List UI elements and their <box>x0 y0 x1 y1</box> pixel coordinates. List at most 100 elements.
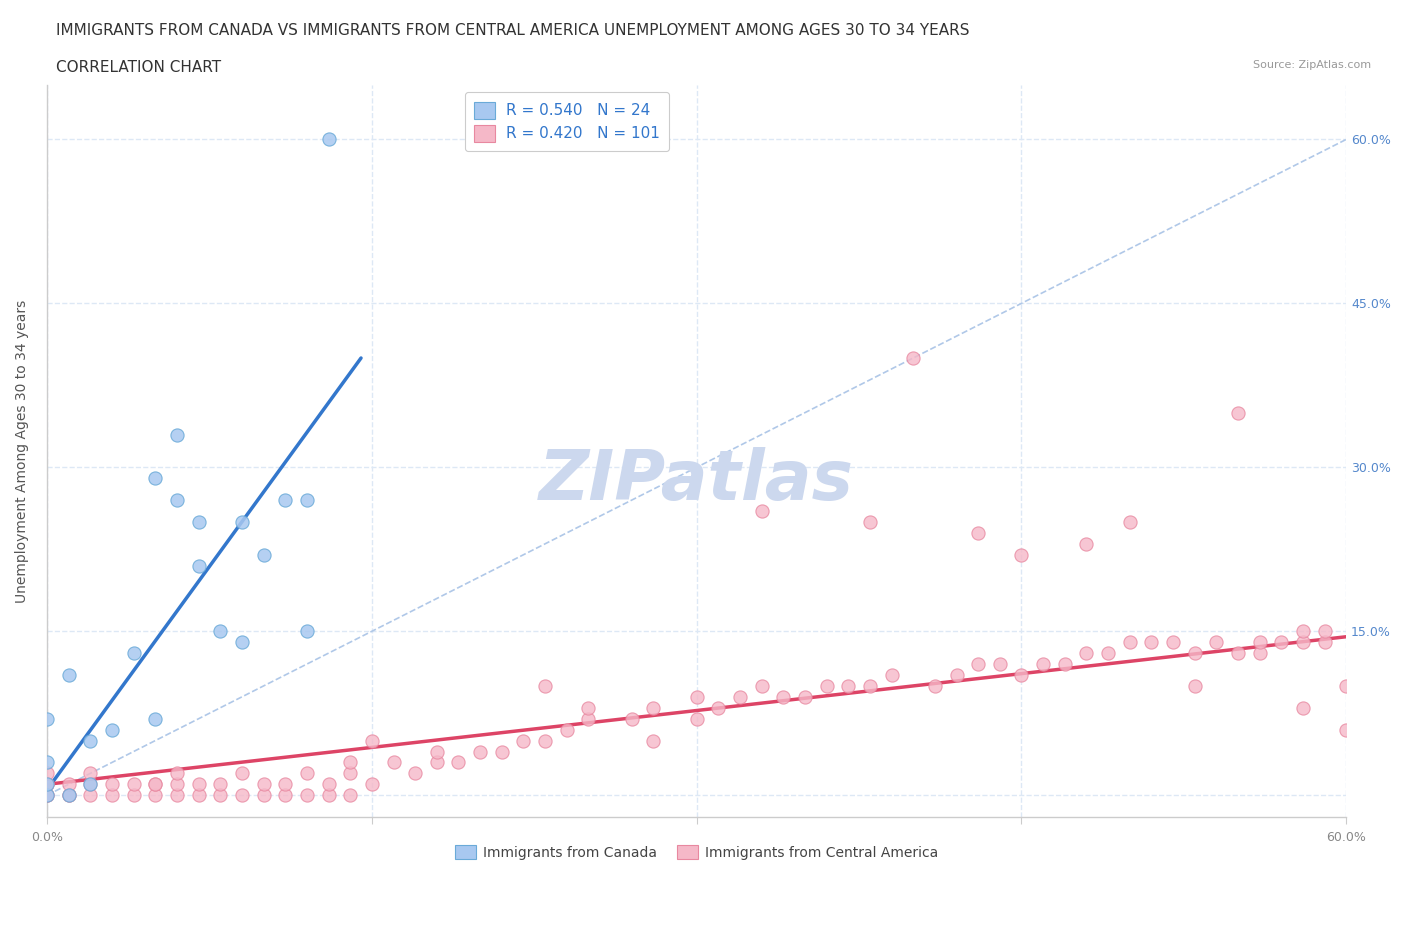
Point <box>143 711 166 726</box>
Point <box>815 679 838 694</box>
Point <box>1249 645 1271 660</box>
Point <box>967 657 990 671</box>
Point <box>143 777 166 791</box>
Point <box>252 777 274 791</box>
Point <box>447 755 470 770</box>
Point <box>685 689 707 704</box>
Point <box>295 766 318 781</box>
Point <box>880 668 903 683</box>
Point <box>143 788 166 803</box>
Point <box>404 766 426 781</box>
Point <box>1227 405 1250 420</box>
Point <box>967 525 990 540</box>
Point <box>101 723 124 737</box>
Point <box>382 755 405 770</box>
Point <box>901 351 924 365</box>
Point <box>643 733 665 748</box>
Point <box>295 493 318 508</box>
Point <box>58 668 80 683</box>
Point <box>101 788 124 803</box>
Point <box>295 788 318 803</box>
Point <box>360 733 382 748</box>
Point <box>35 788 58 803</box>
Point <box>1097 645 1119 660</box>
Point <box>1119 514 1142 529</box>
Point <box>576 711 599 726</box>
Point <box>1184 679 1206 694</box>
Point <box>35 766 58 781</box>
Point <box>1227 645 1250 660</box>
Point <box>534 733 557 748</box>
Point <box>209 777 232 791</box>
Point <box>166 777 188 791</box>
Text: ZIPatlas: ZIPatlas <box>538 446 855 513</box>
Point <box>209 788 232 803</box>
Point <box>318 788 340 803</box>
Point <box>1336 723 1358 737</box>
Point <box>143 777 166 791</box>
Point <box>209 624 232 639</box>
Point <box>231 514 253 529</box>
Point <box>252 788 274 803</box>
Point <box>512 733 534 748</box>
Point <box>339 755 361 770</box>
Point <box>35 788 58 803</box>
Point <box>35 788 58 803</box>
Point <box>426 744 449 759</box>
Point <box>274 788 297 803</box>
Point <box>491 744 513 759</box>
Point <box>79 777 101 791</box>
Point <box>772 689 794 704</box>
Point <box>231 788 253 803</box>
Point <box>295 624 318 639</box>
Point <box>101 777 124 791</box>
Point <box>1140 635 1163 650</box>
Point <box>1313 624 1336 639</box>
Point <box>576 700 599 715</box>
Point <box>79 777 101 791</box>
Point <box>1292 635 1315 650</box>
Point <box>1292 700 1315 715</box>
Point <box>166 493 188 508</box>
Point <box>924 679 946 694</box>
Text: Source: ZipAtlas.com: Source: ZipAtlas.com <box>1253 60 1371 71</box>
Point <box>339 788 361 803</box>
Point <box>1336 679 1358 694</box>
Point <box>166 766 188 781</box>
Point <box>79 766 101 781</box>
Point <box>274 777 297 791</box>
Point <box>1119 635 1142 650</box>
Point <box>1292 624 1315 639</box>
Point <box>122 777 145 791</box>
Point <box>620 711 643 726</box>
Point <box>837 679 859 694</box>
Point <box>555 723 578 737</box>
Point <box>945 668 967 683</box>
Legend: Immigrants from Canada, Immigrants from Central America: Immigrants from Canada, Immigrants from … <box>450 839 943 865</box>
Point <box>1313 635 1336 650</box>
Point <box>1076 645 1098 660</box>
Point <box>187 558 209 573</box>
Point <box>728 689 751 704</box>
Point <box>988 657 1011 671</box>
Point <box>1053 657 1076 671</box>
Point <box>58 788 80 803</box>
Y-axis label: Unemployment Among Ages 30 to 34 years: Unemployment Among Ages 30 to 34 years <box>15 299 30 603</box>
Point <box>35 777 58 791</box>
Point <box>859 514 882 529</box>
Point <box>643 700 665 715</box>
Point <box>35 777 58 791</box>
Point <box>166 427 188 442</box>
Text: CORRELATION CHART: CORRELATION CHART <box>56 60 221 75</box>
Point <box>79 733 101 748</box>
Point <box>122 788 145 803</box>
Point <box>1011 668 1033 683</box>
Point <box>426 755 449 770</box>
Point <box>187 777 209 791</box>
Point <box>1011 548 1033 563</box>
Point <box>1184 645 1206 660</box>
Point <box>318 777 340 791</box>
Point <box>187 788 209 803</box>
Point <box>274 493 297 508</box>
Point <box>360 777 382 791</box>
